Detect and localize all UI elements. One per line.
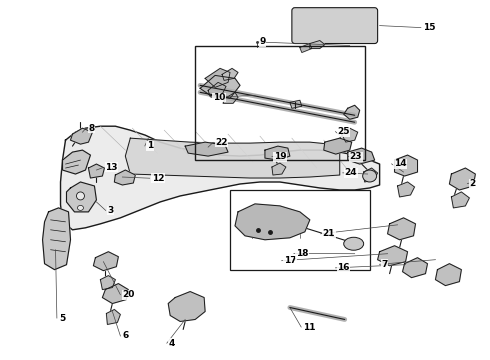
Bar [195,45,365,160]
Text: 18: 18 [296,249,308,258]
Polygon shape [449,168,475,190]
Polygon shape [265,146,290,160]
Polygon shape [205,68,230,87]
Text: 4: 4 [169,339,175,348]
Text: 20: 20 [122,290,135,299]
Polygon shape [310,41,325,49]
Polygon shape [378,246,408,266]
Polygon shape [168,292,205,321]
Polygon shape [342,128,358,142]
Ellipse shape [76,192,84,200]
Text: 1: 1 [147,141,153,150]
Polygon shape [61,126,380,230]
Text: 25: 25 [338,127,350,136]
Polygon shape [272,163,286,175]
Text: 7: 7 [381,260,388,269]
Text: 5: 5 [59,314,65,323]
Text: 17: 17 [284,256,296,265]
Polygon shape [388,218,416,240]
Text: 9: 9 [259,37,266,46]
Polygon shape [397,182,415,197]
FancyBboxPatch shape [292,8,378,44]
Text: 3: 3 [108,206,114,215]
Polygon shape [200,75,240,98]
Polygon shape [63,150,91,174]
Ellipse shape [343,237,364,250]
Text: 6: 6 [122,332,129,341]
Polygon shape [67,182,97,212]
Polygon shape [436,264,462,285]
Polygon shape [222,68,238,80]
Text: 23: 23 [349,152,362,161]
Polygon shape [125,138,340,178]
Text: 22: 22 [215,138,228,147]
Polygon shape [235,204,310,240]
Bar [230,190,369,270]
Polygon shape [106,310,121,324]
Text: 2: 2 [469,179,476,188]
Polygon shape [348,148,375,164]
Polygon shape [324,138,352,154]
Polygon shape [208,82,226,96]
Text: 21: 21 [323,229,335,238]
Polygon shape [114,170,135,185]
Polygon shape [43,208,71,270]
Polygon shape [451,192,469,208]
Text: 12: 12 [152,174,164,183]
Polygon shape [71,128,93,144]
Text: 16: 16 [338,264,350,273]
Text: 10: 10 [213,93,225,102]
Ellipse shape [363,170,377,182]
Text: 14: 14 [393,159,406,168]
Text: 11: 11 [303,323,316,332]
Text: 8: 8 [88,123,95,132]
Text: 24: 24 [345,168,357,177]
Text: 19: 19 [274,152,287,161]
Text: 15: 15 [423,23,436,32]
Polygon shape [343,105,360,119]
Polygon shape [403,258,427,278]
Polygon shape [394,155,417,176]
Text: 13: 13 [105,163,118,172]
Polygon shape [364,168,378,182]
Polygon shape [185,142,228,156]
Polygon shape [290,100,302,108]
Polygon shape [102,284,128,303]
Polygon shape [300,44,312,53]
Polygon shape [94,252,119,271]
Polygon shape [89,164,104,178]
Polygon shape [100,276,115,289]
Polygon shape [223,92,238,103]
Ellipse shape [77,206,83,210]
